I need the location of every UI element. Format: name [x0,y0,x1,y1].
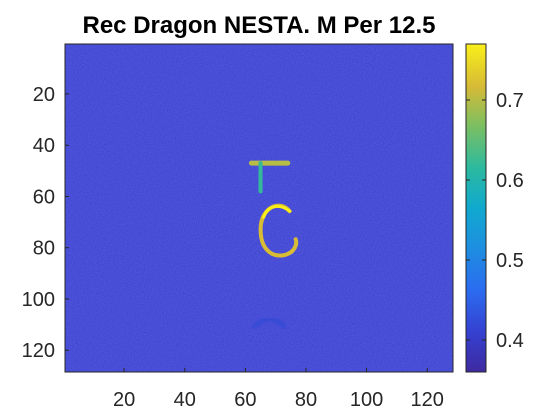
ghost-arc [252,317,288,330]
heatmap-image [65,44,453,372]
y-tick-label: 40 [33,135,55,157]
plot-frame [64,43,454,373]
x-axis: 20 40 60 80 100 120 [113,368,444,411]
x-tick-label: 20 [113,389,135,411]
y-tick-label: 120 [22,340,55,362]
colorbar-tick-label: 0.5 [496,250,524,272]
x-tick-label: 120 [411,389,444,411]
y-tick-label: 80 [33,238,55,260]
colorbar-ticks: 0.4 0.5 0.6 0.7 [466,90,524,352]
digit-bowl-highlight [262,204,292,219]
colorbar-tick-label: 0.6 [496,170,524,192]
y-tick-label: 60 [33,186,55,208]
y-tick-label: 20 [33,84,55,106]
y-axis: 20 40 60 80 100 120 [22,84,69,362]
chart-title: Rec Dragon NESTA. M Per 12.5 [83,12,436,39]
x-tick-label: 60 [234,389,256,411]
x-tick-label: 100 [350,389,383,411]
y-tick-label: 100 [22,289,55,311]
colorbar [465,43,487,373]
x-tick-label: 40 [174,389,196,411]
x-tick-label: 80 [295,389,317,411]
colorbar-tick-label: 0.7 [496,90,524,112]
heatmap-features [202,82,299,330]
colorbar-tick-label: 0.4 [496,330,524,352]
